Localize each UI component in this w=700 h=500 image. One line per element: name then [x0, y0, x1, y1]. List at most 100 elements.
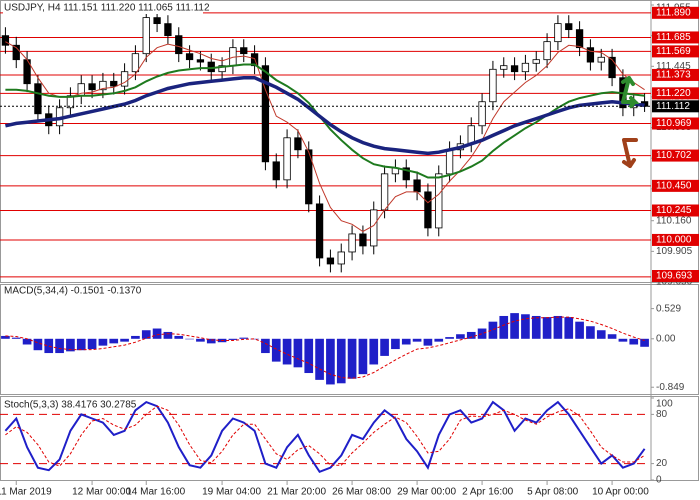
macd-bar: [401, 338, 411, 345]
macd-bar: [380, 338, 389, 356]
candle-body: [380, 173, 389, 211]
macd-title: MACD(5,34,4) -0.1501 -0.1370: [4, 286, 142, 297]
x-tick-label: 14 Mar 16:00: [126, 487, 185, 498]
macd-bar: [521, 314, 530, 339]
macd-bar: [423, 338, 433, 346]
x-tick-label: 29 Mar 00:00: [397, 487, 456, 498]
level-label-bg: [652, 87, 699, 100]
y-tick-label: 20: [656, 458, 668, 469]
macd-bar: [531, 315, 541, 339]
y-tick-label: 0.529: [656, 303, 681, 314]
y-tick-label: -0.849: [656, 382, 685, 393]
down-arrow: [622, 138, 638, 168]
candle-body: [413, 179, 421, 193]
macd-bar: [87, 338, 97, 350]
candle-body: [12, 44, 20, 61]
candle-body: [218, 65, 226, 73]
macd-bar: [174, 335, 184, 339]
candle-body: [175, 35, 183, 55]
macd-bar: [66, 338, 75, 352]
y-tick-label: 0.00: [656, 333, 676, 344]
x-tick-label: 11 Mar 2019: [0, 487, 52, 498]
y-tick-label: 80: [656, 409, 668, 420]
x-tick-label: 2 Apr 16:00: [462, 487, 514, 498]
y-tick-label: 0: [656, 475, 662, 486]
candle-body: [315, 203, 324, 259]
moving-average: [5, 63, 645, 179]
y-tick-label: 111.445: [656, 61, 691, 72]
macd-bar: [434, 338, 444, 342]
candle-body: [185, 53, 194, 61]
level-label: 111.373: [656, 70, 691, 81]
level-label: 111.685: [656, 32, 691, 43]
macd-bar: [477, 328, 487, 339]
macd-bar: [315, 338, 324, 380]
candle-body: [586, 47, 595, 63]
macd-bar: [109, 338, 119, 344]
macd-bar: [261, 338, 270, 354]
level-label-bg: [652, 31, 699, 44]
stoch-line: [5, 405, 645, 467]
candle-body: [478, 101, 486, 127]
y-tick-label: 109.650: [656, 277, 693, 288]
candle-body: [370, 209, 378, 247]
macd-bar: [185, 338, 194, 340]
macd-bar: [618, 338, 628, 342]
moving-average: [5, 41, 645, 233]
candle-body: [272, 161, 280, 181]
candle-body: [467, 125, 475, 145]
macd-bar: [196, 338, 205, 342]
macd-bar: [358, 338, 368, 375]
macd-bar: [629, 338, 639, 345]
x-tick-label: 5 Apr 08:00: [527, 487, 579, 498]
macd-bar: [141, 330, 151, 339]
candle-body: [196, 59, 205, 63]
candle-body: [66, 95, 75, 109]
candle-body: [110, 80, 118, 87]
candle-body: [99, 80, 107, 91]
candle-body: [240, 47, 248, 55]
macd-bar: [640, 338, 649, 347]
level-label: 110.000: [656, 235, 692, 246]
macd-bar: [499, 315, 509, 339]
macd-bar: [250, 338, 259, 340]
macd-bar: [510, 313, 519, 339]
candle-body: [337, 251, 345, 265]
y-tick-label: 100: [656, 399, 673, 410]
macd-bar: [326, 338, 335, 385]
candle-body: [435, 173, 443, 229]
candle-body: [543, 41, 551, 61]
candle-body: [120, 71, 129, 87]
macd-bar: [564, 317, 574, 339]
candle-body: [608, 56, 616, 79]
plot-layer: 111.955111.700111.445111.190110.935110.6…: [0, 3, 699, 498]
macd-bar: [575, 321, 584, 339]
level-label-bg: [652, 204, 699, 217]
macd-bar: [347, 338, 357, 379]
level-label: 109.693: [656, 271, 693, 282]
price-panel: [0, 0, 699, 283]
macd-bar: [282, 338, 292, 365]
macd-bar: [44, 338, 54, 354]
stoch-panel: [0, 396, 699, 481]
macd-bar: [293, 338, 303, 368]
macd-bar: [271, 338, 281, 362]
title-bg: [3, 2, 203, 14]
candle-body: [131, 53, 140, 73]
macd-bar: [542, 317, 552, 339]
candle-body: [142, 17, 150, 55]
macd-bar: [163, 331, 173, 339]
macd-bar: [336, 338, 346, 384]
level-label: 111.569: [656, 46, 691, 57]
level-label: 111.220: [656, 88, 691, 99]
level-label-bg: [652, 45, 699, 58]
macd-bar: [22, 338, 32, 345]
macd-signal: [5, 316, 645, 379]
level-label-bg: [652, 6, 699, 19]
macd-bar: [131, 335, 140, 339]
candle-body: [565, 23, 573, 31]
up-arrow: [621, 76, 640, 108]
level-label-bg: [652, 179, 699, 192]
last-price-label: 111.112: [656, 101, 690, 112]
